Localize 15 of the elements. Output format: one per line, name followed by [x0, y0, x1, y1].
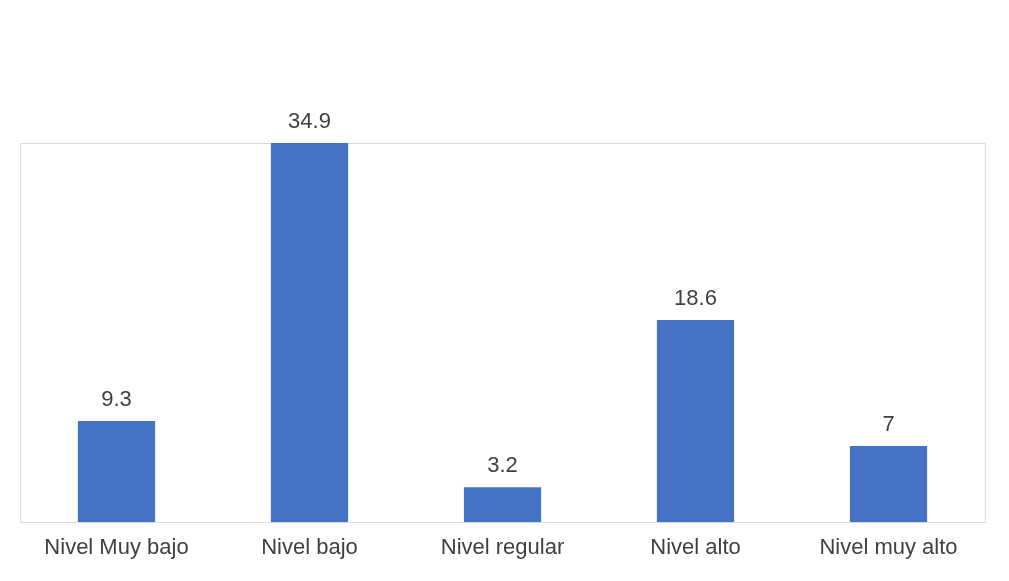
data-label: 3.2: [487, 452, 518, 478]
bar: [463, 487, 542, 522]
bar: [77, 421, 156, 522]
bar: [270, 143, 349, 522]
bar: [849, 445, 928, 522]
x-tick-label: Nivel muy alto: [819, 533, 958, 559]
data-label: 7: [882, 410, 895, 436]
data-label: 34.9: [288, 108, 331, 133]
x-tick-label: Nivel alto: [650, 533, 741, 559]
data-label: 18.6: [674, 285, 717, 311]
bar: [656, 320, 735, 522]
data-label: 9.3: [101, 386, 132, 412]
x-tick-label: Nivel bajo: [261, 533, 358, 559]
x-tick-label: Nivel Muy bajo: [44, 533, 189, 559]
x-tick-label: Nivel regular: [440, 533, 565, 559]
